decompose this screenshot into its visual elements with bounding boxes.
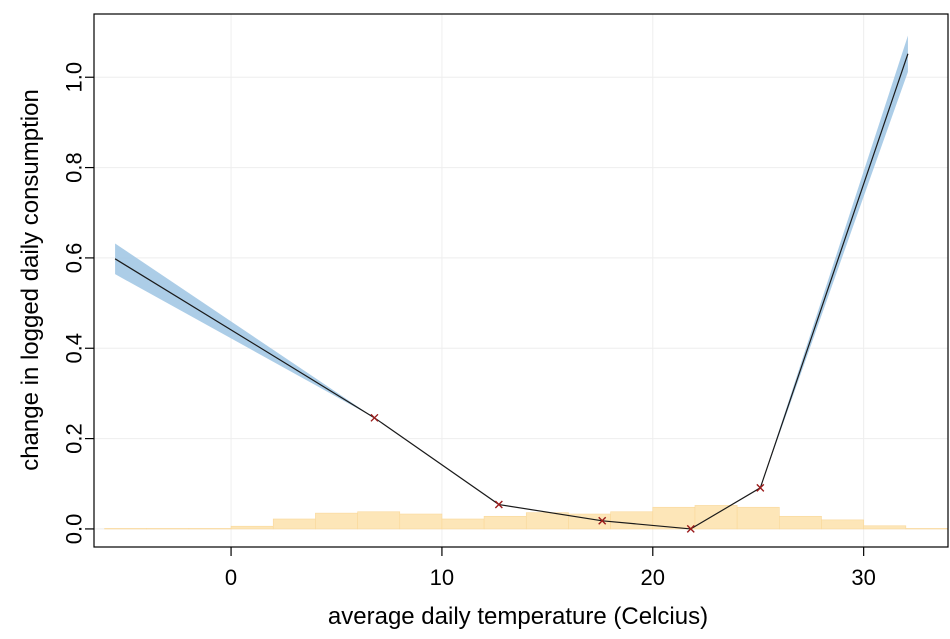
y-tick-label: 0.6: [62, 243, 87, 274]
x-axis-label: average daily temperature (Celcius): [328, 603, 708, 630]
histogram-bar: [779, 515, 822, 530]
x-axis-ticks: 0 10 20 30: [225, 547, 876, 590]
histogram-bar: [610, 511, 654, 530]
histogram-bar: [736, 506, 780, 530]
y-tick-label: 0.0: [62, 514, 87, 545]
gridlines: [94, 14, 948, 547]
fitted-line: [114, 53, 909, 530]
histogram-bar: [315, 512, 358, 530]
knot-marker: [686, 524, 695, 533]
x-tick-label: 0: [225, 565, 237, 590]
histogram-bar: [104, 528, 148, 530]
histogram: [104, 505, 949, 530]
knot-marker: [756, 483, 765, 492]
histogram-bar: [905, 528, 949, 530]
histogram-bar: [188, 528, 232, 530]
x-tick-label: 30: [851, 565, 875, 590]
histogram-bar: [863, 525, 907, 530]
histogram-bar: [272, 518, 316, 530]
knot-marker: [370, 413, 379, 422]
histogram-bar: [694, 505, 738, 530]
histogram-bar: [821, 519, 864, 530]
knot-marker: [598, 516, 607, 525]
y-tick-label: 0.2: [62, 423, 87, 454]
y-tick-label: 0.4: [62, 333, 87, 364]
y-axis-ticks: 0.0 0.2 0.4 0.6 0.8 1.0: [62, 62, 94, 545]
x-tick-label: 10: [430, 565, 454, 590]
y-tick-label: 1.0: [62, 62, 87, 93]
x-tick-label: 20: [641, 565, 665, 590]
histogram-bar: [525, 512, 569, 530]
y-tick-label: 0.8: [62, 152, 87, 183]
y-axis-label: change in logged daily consumption: [17, 89, 44, 471]
histogram-bar: [483, 515, 527, 530]
histogram-bar: [399, 513, 443, 530]
histogram-bar: [146, 528, 190, 530]
histogram-bar: [230, 525, 274, 530]
histogram-bar: [441, 518, 485, 530]
knot-markers: [370, 413, 765, 533]
plot-frame: [93, 13, 949, 548]
histogram-bar: [357, 511, 401, 530]
knot-marker: [494, 500, 503, 509]
confidence-band: [115, 35, 908, 529]
